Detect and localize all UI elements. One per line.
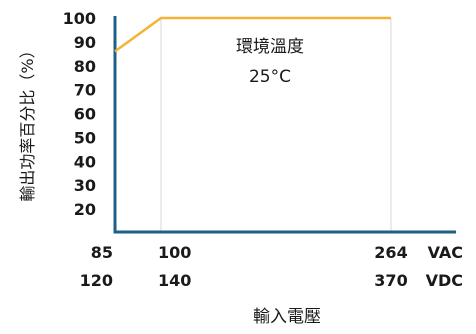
grid-lines [160, 18, 392, 232]
y-axis-label: 輸出功率百分比（%） [18, 42, 37, 201]
y-tick-labels: 20 30 40 50 60 70 80 90 100 [63, 9, 96, 219]
x-unit-label-vdc: VDC [426, 271, 463, 290]
series-line-0 [114, 16, 391, 53]
x-tick-labels: 85 120 100 140 264 370 VAC VDC [80, 243, 463, 290]
x-tick-label-vac-264: 264 [374, 243, 407, 262]
y-tick-label-30: 30 [74, 176, 96, 195]
y-tick-label-80: 80 [74, 57, 96, 76]
x-tick-label-vac-85: 85 [91, 243, 113, 262]
y-tick-label-90: 90 [74, 33, 96, 52]
axes [113, 16, 456, 234]
x-unit-label-vac: VAC [428, 243, 463, 262]
series-layer [114, 16, 391, 53]
x-tick-label-vdc-120: 120 [80, 271, 113, 290]
x-axis-label: 輸入電壓 [253, 307, 321, 327]
y-tick-label-60: 60 [74, 105, 96, 124]
y-tick-label-50: 50 [74, 128, 96, 147]
y-tick-label-20: 20 [74, 200, 96, 219]
y-tick-label-40: 40 [74, 152, 96, 171]
annotation-ambient-temp: 環境溫度 [236, 37, 304, 57]
y-tick-label-100: 100 [63, 9, 96, 28]
x-tick-label-vdc-370: 370 [374, 271, 407, 290]
x-tick-label-vac-100: 100 [158, 243, 191, 262]
annotation-temperature: 25°C [249, 67, 291, 87]
x-tick-label-vdc-140: 140 [158, 271, 191, 290]
y-tick-label-70: 70 [74, 81, 96, 100]
